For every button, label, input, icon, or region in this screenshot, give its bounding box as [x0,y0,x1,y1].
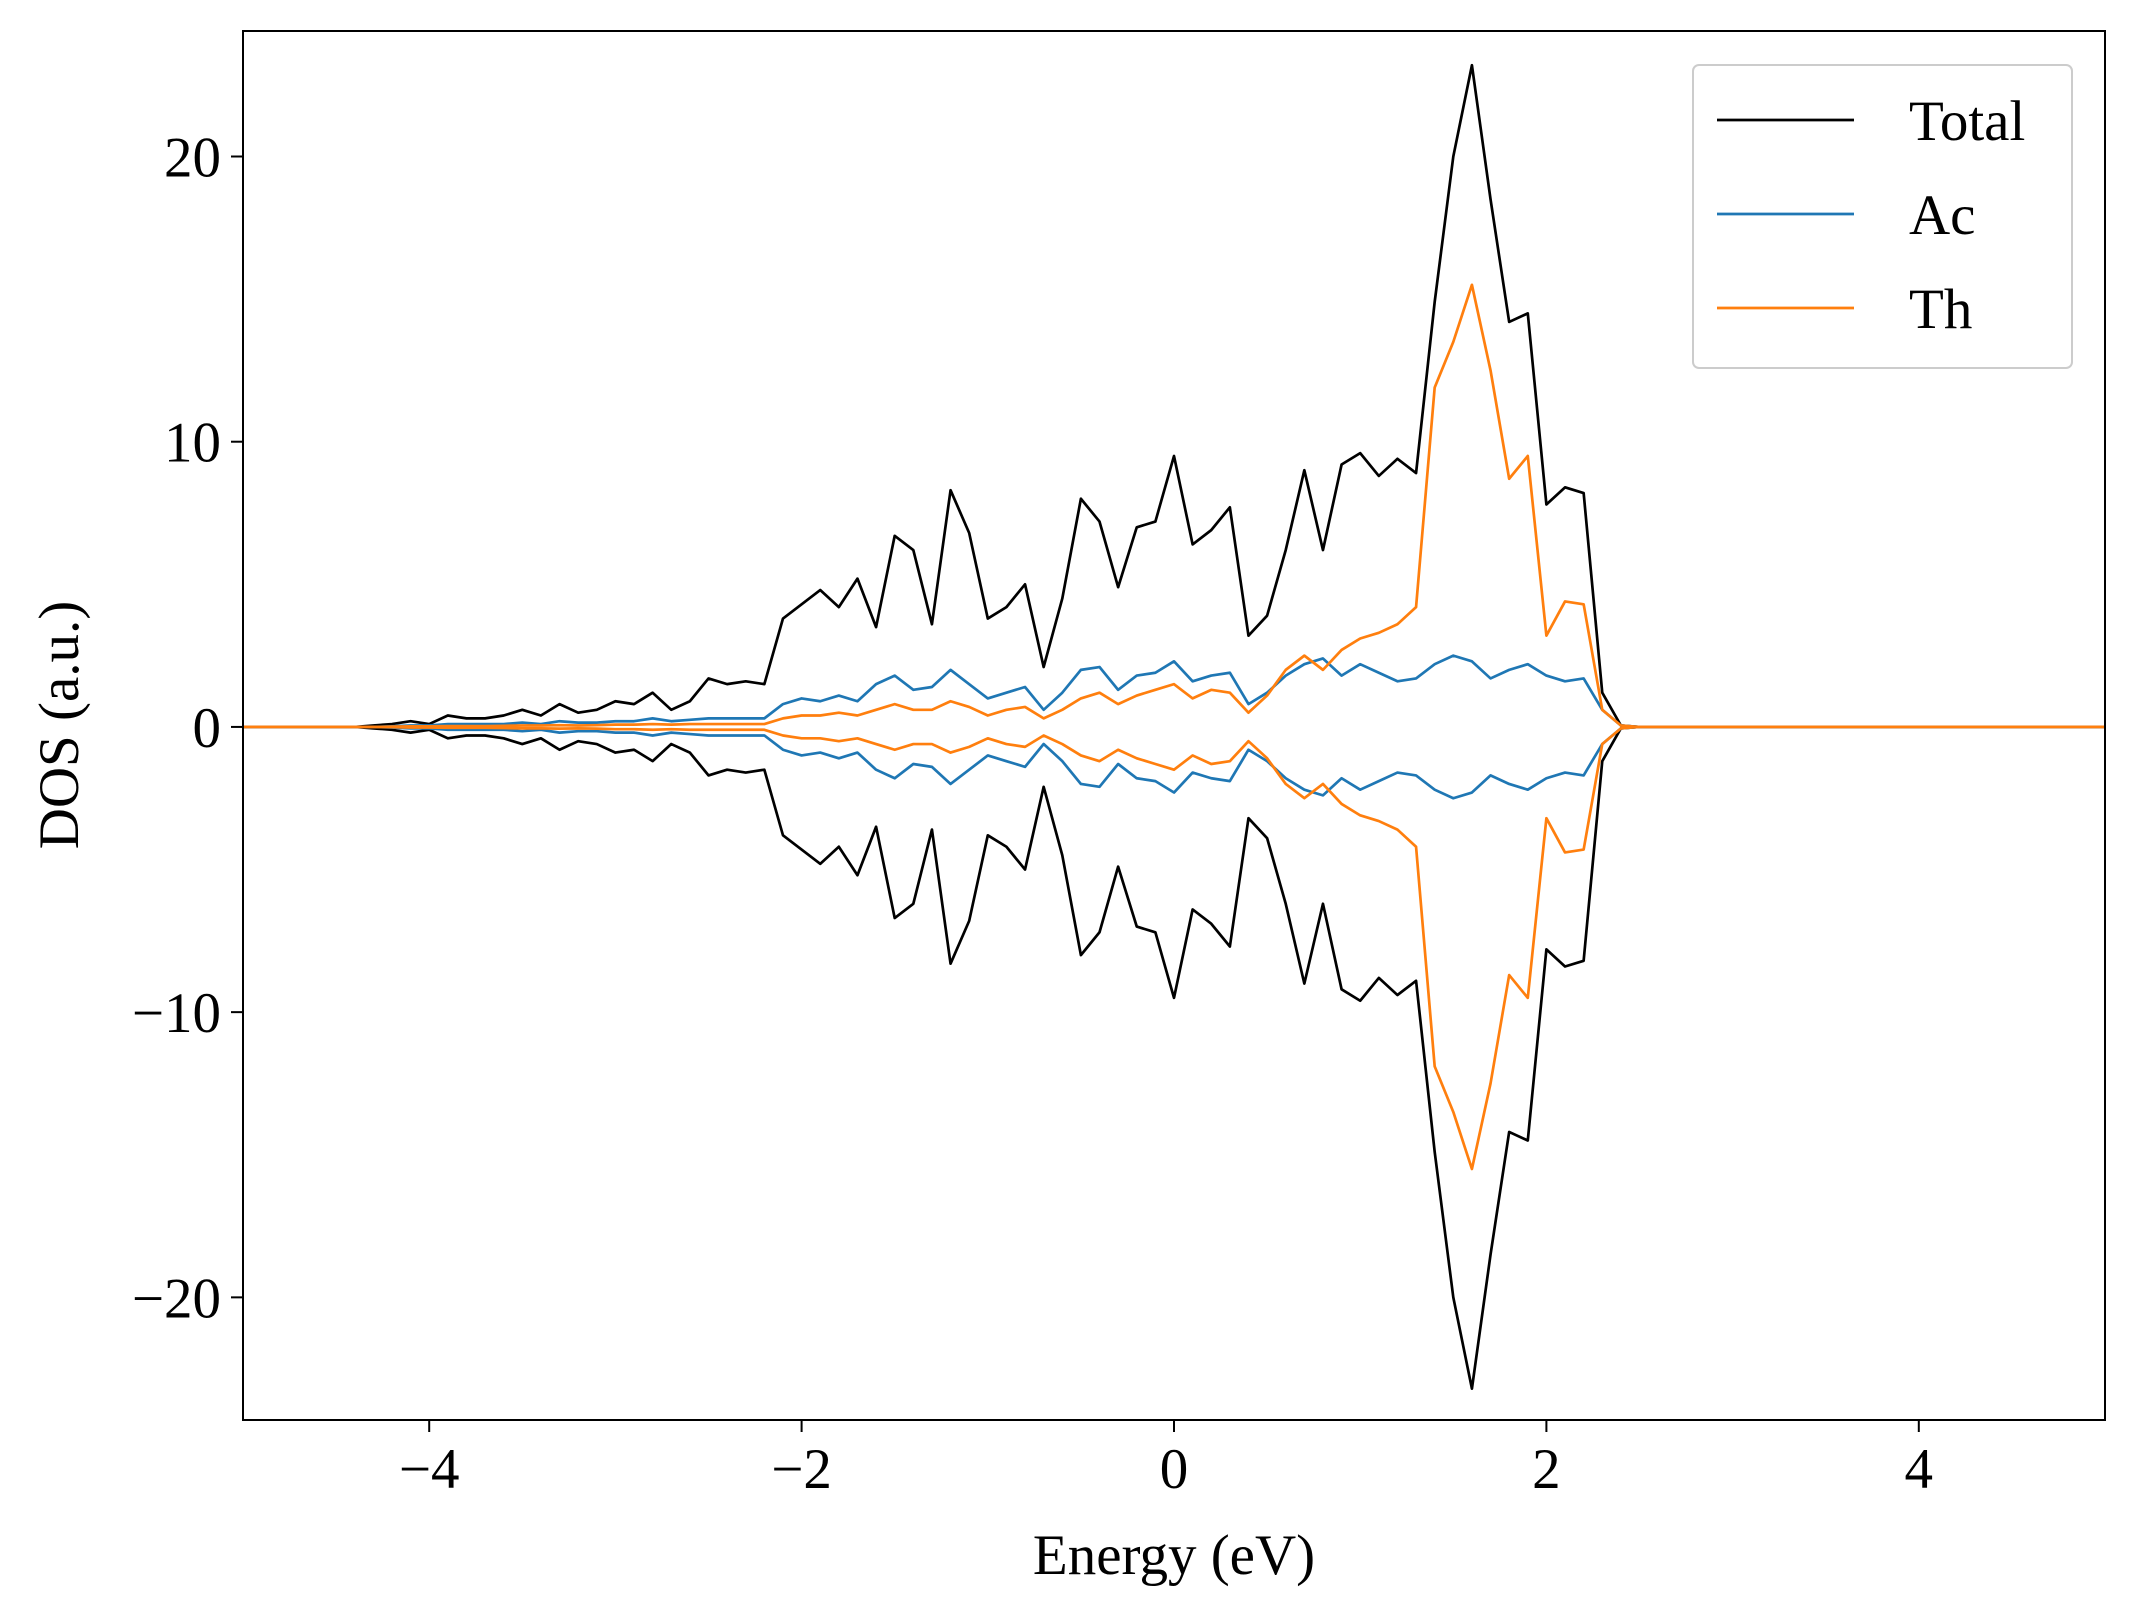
line-down [243,725,2105,1390]
line-up [243,63,2105,729]
x-tick-label: 2 [1532,1438,1561,1501]
x-tick-label: −4 [399,1438,460,1501]
line-up [243,283,2105,729]
line-up [243,654,2105,729]
plot-frame [242,30,2106,1421]
legend-label: Total [1909,90,2025,153]
y-tick-label: −10 [132,982,221,1045]
x-tick-label: −2 [771,1438,832,1501]
y-tick-label: 20 [164,126,221,189]
x-tick-label: 4 [1905,1438,1934,1501]
line-down [243,725,2105,800]
y-tick-label: 10 [164,412,221,475]
x-axis-label: Energy (eV) [1033,1524,1315,1587]
x-tick-label: 0 [1160,1438,1189,1501]
y-tick-label: −20 [132,1267,221,1330]
line-down [243,725,2105,1171]
y-tick-label: 0 [193,697,222,760]
legend-label: Ac [1909,184,1975,247]
y-axis-label: DOS (a.u.) [28,601,91,850]
legend-label: Th [1909,278,1972,341]
legend-box [1692,64,2073,369]
